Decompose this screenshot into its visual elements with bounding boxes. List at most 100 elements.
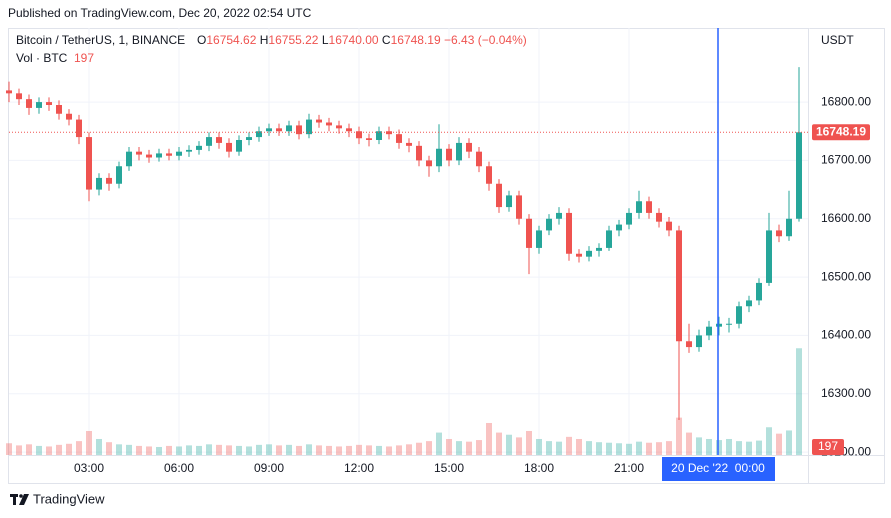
candle-body <box>666 221 672 231</box>
volume-bar <box>26 444 32 455</box>
x-tick-label: 12:00 <box>344 461 374 475</box>
volume-bar <box>696 437 702 455</box>
volume-bar <box>646 442 652 455</box>
crosshair-label-box <box>662 457 775 481</box>
volume-bar <box>796 348 802 455</box>
last-price-box <box>812 124 870 141</box>
x-tick-label: 15:00 <box>434 461 464 475</box>
volume-bar <box>526 430 532 455</box>
candle-body <box>6 90 12 94</box>
candle-body <box>66 113 72 120</box>
axes: 16200.0016300.0016400.0016500.0016600.00… <box>74 94 871 475</box>
volume-label-box <box>812 439 844 455</box>
y-tick-label: 16600.00 <box>821 211 871 225</box>
volume-bar <box>626 443 632 455</box>
symbol-label: Bitcoin / TetherUS, 1, BINANCE <box>16 33 185 47</box>
volume-bar <box>496 432 502 455</box>
volume-bar <box>756 440 762 455</box>
ohlc-field-value: 16755.22 <box>268 33 318 47</box>
volume-bar <box>556 441 562 455</box>
candle-body <box>466 142 472 152</box>
candle-body <box>746 300 752 307</box>
candle-body <box>556 212 562 219</box>
volume-bar <box>706 438 712 455</box>
candle-body <box>406 142 412 146</box>
volume-bar <box>286 444 292 455</box>
price-axis-panel <box>808 29 884 483</box>
volume-bar <box>566 436 572 455</box>
volume-bar <box>106 442 112 455</box>
candle-body <box>246 137 252 140</box>
x-tick-label: 21:00 <box>614 461 644 475</box>
candle-body <box>166 153 172 156</box>
y-tick-label: 16800.00 <box>821 94 871 108</box>
candle-body <box>646 201 652 213</box>
volume-bar <box>466 441 472 455</box>
candle-body <box>36 102 42 108</box>
volume-bar <box>266 444 272 455</box>
volume-bar <box>396 445 402 455</box>
y-tick-label: 16400.00 <box>821 328 871 342</box>
volume-bar <box>326 445 332 455</box>
volume-bar <box>636 441 642 455</box>
candle-body <box>296 125 302 135</box>
volume-bar <box>446 438 452 455</box>
candle-body <box>616 224 622 231</box>
volume-bar <box>476 440 482 455</box>
candle-body <box>756 282 762 301</box>
candle-body <box>26 99 32 108</box>
volume-bar <box>356 444 362 455</box>
candle-body <box>686 341 692 348</box>
y-tick-label: 16500.00 <box>821 269 871 283</box>
volume-bar <box>306 444 312 455</box>
y-tick-label: 16700.00 <box>821 153 871 167</box>
candle-body <box>706 326 712 336</box>
candle-body <box>286 125 292 132</box>
volume-bar <box>386 446 392 455</box>
candle-body <box>146 154 152 158</box>
x-tick-label: 09:00 <box>254 461 284 475</box>
candle-body <box>796 132 802 219</box>
candle-body <box>656 212 662 222</box>
volume-bar <box>406 444 412 455</box>
candle-body <box>56 105 62 114</box>
candle-body <box>236 140 242 152</box>
ohlc-field-label: H <box>260 33 269 47</box>
volume-bar <box>136 445 142 455</box>
volume-bar <box>146 446 152 455</box>
ohlc-field-value: 16754.62 <box>206 33 256 47</box>
volume-bar <box>616 443 622 455</box>
volume-bar <box>366 445 372 455</box>
volume-bar <box>96 438 102 455</box>
candle-body <box>586 250 592 257</box>
volume-bar <box>36 445 42 455</box>
volume-bar <box>46 446 52 455</box>
volume-bar <box>196 445 202 455</box>
published-note: Published on TradingView.com, Dec 20, 20… <box>8 6 312 20</box>
candle-body <box>86 137 92 190</box>
volume-bar <box>16 445 22 455</box>
volume-bar <box>726 438 732 455</box>
volume-bar <box>786 430 792 455</box>
volume-bar <box>766 427 772 455</box>
candle-body <box>606 230 612 248</box>
last-price-label: 16748.19 <box>816 124 866 138</box>
volume-bar <box>76 441 82 455</box>
candle-body <box>106 177 112 184</box>
candle-body <box>186 149 192 152</box>
candle-body <box>326 122 332 126</box>
candle-body <box>506 195 512 208</box>
volume-bar <box>186 445 192 455</box>
chart-frame <box>8 28 885 484</box>
volume-bar <box>156 446 162 455</box>
volume-bar <box>206 444 212 455</box>
candle-body <box>46 102 52 105</box>
volume-bar <box>56 444 62 455</box>
candle-body <box>266 128 272 132</box>
candle-body <box>16 93 22 100</box>
candle-body <box>496 183 502 208</box>
candle-body <box>76 119 82 138</box>
volume-bar <box>506 434 512 455</box>
change-percent: (−0.04%) <box>478 33 527 47</box>
